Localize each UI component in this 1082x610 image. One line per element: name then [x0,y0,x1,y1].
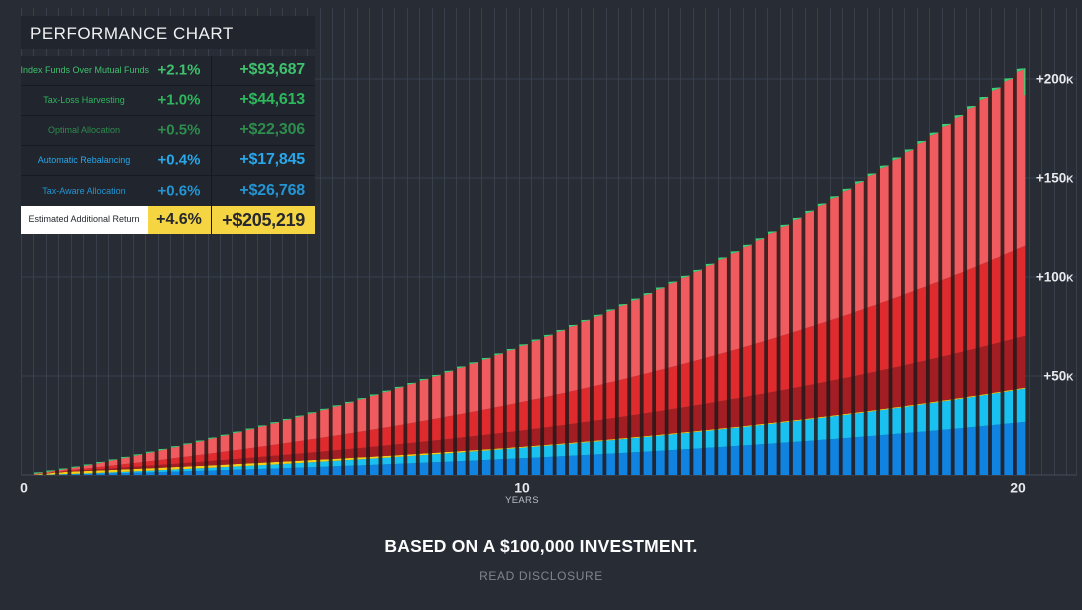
svg-text:+50K: +50K [1043,369,1074,384]
svg-text:20: 20 [1010,480,1026,496]
svg-text:0: 0 [20,480,28,496]
svg-text:YEARS: YEARS [505,495,539,506]
svg-text:+100K: +100K [1036,270,1074,285]
svg-text:+150K: +150K [1036,171,1074,186]
svg-text:10: 10 [514,480,530,496]
svg-text:+200K: +200K [1036,72,1074,87]
